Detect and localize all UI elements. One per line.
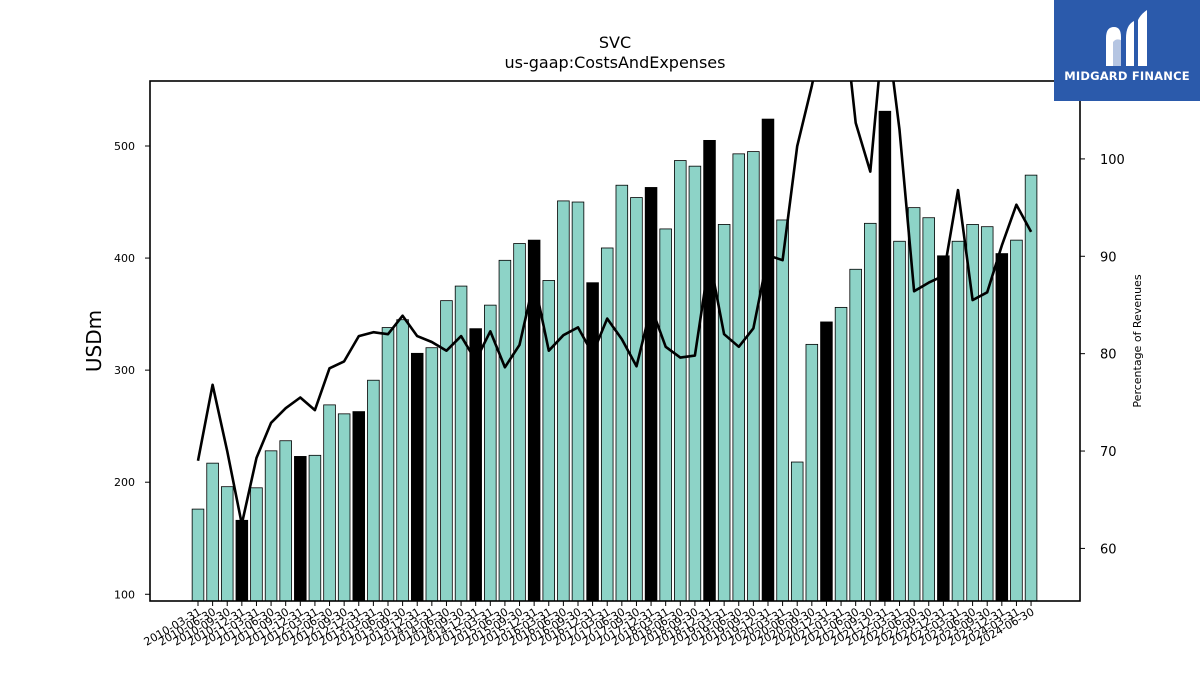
chart-subtitle: us-gaap:CostsAndExpenses bbox=[505, 53, 726, 72]
bar-2018-06-30 bbox=[674, 160, 687, 601]
bar-2012-12-31 bbox=[352, 411, 366, 601]
bar-2017-09-30 bbox=[630, 197, 643, 601]
y-axis-left: 100 200 300 400 500 bbox=[114, 140, 150, 601]
brand-logo: MIDGARD FINANCE bbox=[1054, 0, 1200, 101]
bar-2011-06-30 bbox=[264, 450, 278, 601]
bar-2014-03-31 bbox=[425, 347, 439, 601]
bar-2021-06-30 bbox=[849, 268, 862, 601]
bar-2023-12-31 bbox=[995, 253, 1009, 601]
bar-2015-03-31 bbox=[484, 304, 497, 601]
line-series bbox=[196, 81, 1033, 526]
bar-2020-03-31 bbox=[776, 219, 789, 601]
bar-2018-03-31 bbox=[659, 228, 672, 601]
y-left-tick-label: 500 bbox=[114, 140, 135, 153]
line-percentage-of-revenues bbox=[196, 81, 1033, 526]
bar-2016-12-31 bbox=[586, 282, 599, 601]
bar-2022-12-31 bbox=[937, 255, 950, 601]
bar-2019-06-30 bbox=[732, 153, 746, 601]
y-left-tick-label: 400 bbox=[114, 252, 135, 265]
y-right-tick-label: 90 bbox=[1100, 250, 1117, 265]
bar-series bbox=[191, 110, 1038, 601]
bar-2015-06-30 bbox=[498, 259, 512, 601]
bar-2014-06-30 bbox=[440, 300, 453, 601]
bar-2010-12-31 bbox=[235, 519, 249, 601]
logo-text: MIDGARD FINANCE bbox=[1064, 69, 1190, 83]
bar-2010-09-30 bbox=[220, 486, 234, 601]
bar-2020-09-30 bbox=[805, 343, 819, 601]
y-right-tick-label: 70 bbox=[1100, 445, 1117, 460]
plot-frame bbox=[149, 80, 1081, 602]
y-left-tick-label: 300 bbox=[114, 364, 135, 377]
bar-2011-09-30 bbox=[279, 440, 292, 601]
bar-2010-06-30 bbox=[206, 462, 219, 601]
y-left-tick-label: 100 bbox=[114, 588, 135, 601]
bar-2011-03-31 bbox=[250, 487, 263, 601]
y-right-tick-label: 100 bbox=[1100, 153, 1125, 168]
bar-2024-06-30 bbox=[1024, 174, 1038, 601]
bar-2018-12-31 bbox=[703, 139, 716, 601]
bar-2022-09-30 bbox=[922, 217, 936, 601]
bar-2010-03-31 bbox=[191, 508, 205, 601]
bar-2014-12-31 bbox=[469, 328, 482, 601]
x-axis: 2010-03-312010-06-302010-09-302010-12-31… bbox=[142, 601, 1037, 649]
bar-2013-06-30 bbox=[381, 327, 395, 601]
bar-2012-06-30 bbox=[323, 404, 336, 601]
bar-2020-12-31 bbox=[820, 321, 833, 601]
bar-2019-12-31 bbox=[761, 118, 775, 601]
bar-2016-03-31 bbox=[542, 280, 556, 601]
bar-2017-06-30 bbox=[615, 184, 629, 601]
bar-2013-03-31 bbox=[367, 379, 380, 601]
chart-title: SVC bbox=[599, 33, 631, 52]
bar-2013-12-31 bbox=[410, 352, 424, 601]
y-axis-label-right: Percentage of Revenues bbox=[1131, 274, 1144, 407]
y-axis-right: 60 70 80 90 100 bbox=[1080, 153, 1125, 557]
bar-2018-09-30 bbox=[688, 165, 702, 601]
bar-2023-06-30 bbox=[966, 224, 979, 601]
bar-2021-03-31 bbox=[834, 306, 848, 601]
bar-2011-12-31 bbox=[294, 456, 307, 601]
bar-2019-09-30 bbox=[747, 151, 760, 601]
bar-2016-06-30 bbox=[557, 200, 570, 601]
bar-2020-06-30 bbox=[790, 461, 804, 601]
bar-2012-03-31 bbox=[308, 454, 322, 601]
bar-2015-09-30 bbox=[513, 243, 526, 601]
bar-2024-03-31 bbox=[1010, 239, 1023, 601]
bar-2021-12-31 bbox=[878, 110, 892, 601]
bar-2014-09-30 bbox=[454, 285, 468, 601]
y-right-tick-label: 60 bbox=[1100, 542, 1117, 557]
bar-2023-03-31 bbox=[951, 240, 965, 601]
bar-2012-09-30 bbox=[337, 413, 351, 601]
bar-2019-03-31 bbox=[717, 224, 731, 601]
y-axis-label-left: USDm bbox=[82, 310, 106, 372]
logo-icon bbox=[1106, 10, 1147, 66]
bar-2022-06-30 bbox=[907, 207, 921, 601]
bar-2022-03-31 bbox=[893, 240, 906, 601]
y-right-tick-label: 80 bbox=[1100, 348, 1117, 363]
bar-2017-12-31 bbox=[644, 187, 658, 601]
bar-2013-09-30 bbox=[396, 319, 409, 601]
bar-2016-09-30 bbox=[571, 201, 585, 601]
bar-2017-03-31 bbox=[600, 247, 614, 601]
y-left-tick-label: 200 bbox=[114, 476, 135, 489]
bar-2021-09-30 bbox=[864, 222, 877, 601]
